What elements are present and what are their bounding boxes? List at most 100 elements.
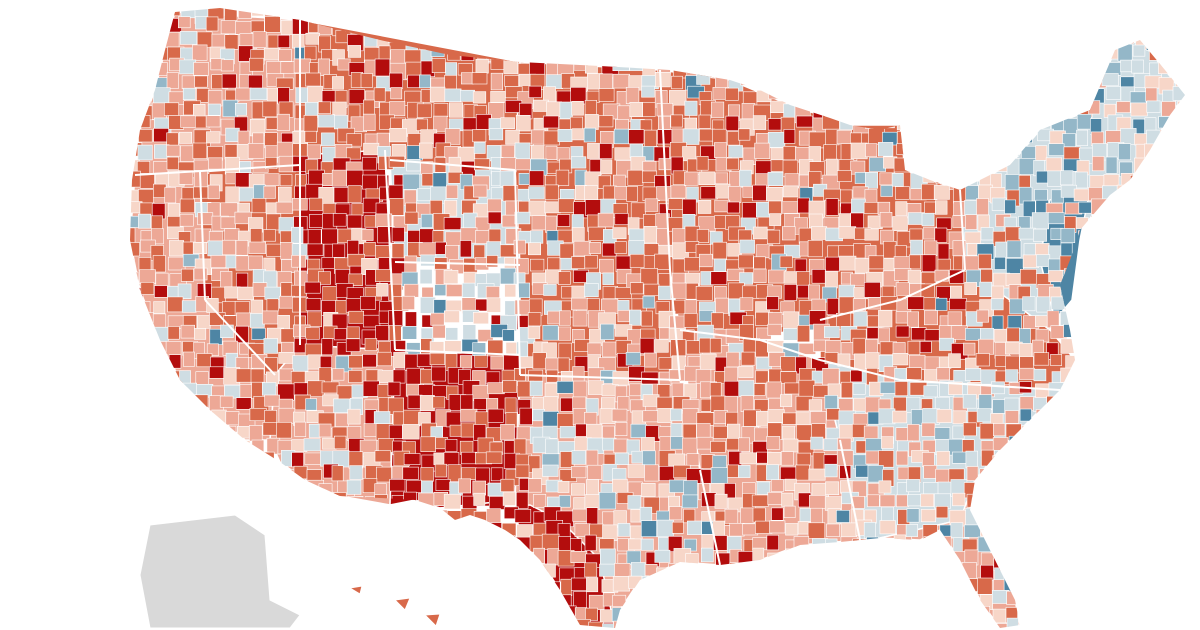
county-cell <box>461 622 478 628</box>
county-cell <box>140 43 157 57</box>
county-cell <box>948 353 961 369</box>
county-cell <box>614 421 628 436</box>
county-cell <box>838 226 857 239</box>
county-cell <box>796 115 813 128</box>
county-cell <box>403 453 421 465</box>
county-cell <box>584 562 598 578</box>
county-cell <box>767 323 782 336</box>
county-cell <box>1187 438 1200 455</box>
county-cell <box>921 45 935 58</box>
county-cell <box>1173 438 1185 452</box>
county-cell <box>571 483 585 496</box>
county-cell <box>967 16 984 31</box>
county-cell <box>710 271 728 286</box>
county-cell <box>130 590 139 602</box>
county-cell <box>1176 407 1185 425</box>
county-cell <box>321 535 338 552</box>
county-cell <box>1147 567 1163 585</box>
county-cell <box>598 88 615 102</box>
county-cell <box>1035 315 1049 328</box>
county-cell <box>573 619 591 628</box>
county-cell <box>668 453 686 467</box>
county-cell <box>542 411 560 429</box>
county-cell <box>1143 594 1159 608</box>
county-cell <box>308 593 323 609</box>
county-cell <box>1061 441 1078 459</box>
county-cell <box>642 450 656 466</box>
county-cell <box>614 287 632 299</box>
county-cell <box>168 482 186 497</box>
county-cell <box>1144 604 1162 619</box>
county-cell <box>713 258 727 272</box>
county-cell <box>766 229 781 244</box>
county-cell <box>335 412 349 428</box>
county-cell <box>346 326 360 339</box>
county-cell <box>867 465 884 483</box>
county-cell <box>906 367 922 380</box>
county-cell <box>991 467 1004 485</box>
county-cell <box>248 74 263 90</box>
county-cell <box>895 282 910 296</box>
county-cell <box>811 19 825 37</box>
county-cell <box>936 217 952 230</box>
county-cell <box>1018 438 1031 456</box>
county-cell <box>797 197 810 214</box>
county-cell <box>459 89 475 102</box>
county-cell <box>625 87 640 104</box>
county-cell <box>153 326 169 344</box>
county-cell <box>837 580 851 595</box>
county-cell <box>307 354 323 370</box>
county-cell <box>1117 413 1131 430</box>
county-cell <box>192 242 207 254</box>
county-cell <box>1047 101 1063 118</box>
county-cell <box>1036 254 1051 267</box>
county-cell <box>225 186 240 205</box>
county-cell <box>513 8 528 23</box>
county-cell <box>139 453 155 468</box>
county-cell <box>364 338 378 351</box>
county-cell <box>406 159 421 172</box>
county-cell <box>151 8 168 17</box>
county-cell <box>767 118 782 131</box>
county-cell <box>499 267 516 285</box>
county-cell <box>995 241 1007 258</box>
county-cell <box>658 357 673 370</box>
county-cell <box>1130 326 1145 341</box>
county-cell <box>402 173 420 190</box>
county-cell <box>154 492 169 507</box>
county-cell <box>289 525 306 541</box>
county-cell <box>699 128 715 142</box>
county-cell <box>220 20 237 35</box>
county-cell <box>908 8 924 21</box>
county-cell <box>1005 369 1019 383</box>
county-cell <box>445 411 462 428</box>
county-cell <box>742 623 756 628</box>
county-cell <box>1006 49 1022 63</box>
county-cell <box>307 85 323 103</box>
county-cell <box>1075 370 1090 384</box>
county-cell <box>571 227 585 243</box>
county-cell <box>795 589 809 606</box>
county-cell <box>130 578 141 592</box>
county-cell <box>1161 578 1176 592</box>
county-cell <box>1171 354 1185 371</box>
county-cell <box>782 185 799 198</box>
county-cell <box>671 75 683 90</box>
county-cell <box>1019 356 1034 370</box>
county-cell <box>599 563 617 577</box>
county-cell <box>546 101 562 117</box>
county-cell <box>895 427 909 442</box>
county-cell <box>1037 437 1053 451</box>
county-cell <box>373 87 386 102</box>
county-cell <box>138 438 150 456</box>
county-cell <box>206 343 219 356</box>
county-cell <box>1033 421 1046 435</box>
county-cell <box>1005 273 1022 286</box>
county-cell <box>602 341 617 358</box>
county-cell <box>952 102 970 116</box>
county-cell <box>527 242 541 256</box>
county-cell <box>130 550 139 566</box>
county-cell <box>807 240 823 258</box>
county-cell <box>150 31 164 46</box>
county-cell <box>473 158 490 171</box>
